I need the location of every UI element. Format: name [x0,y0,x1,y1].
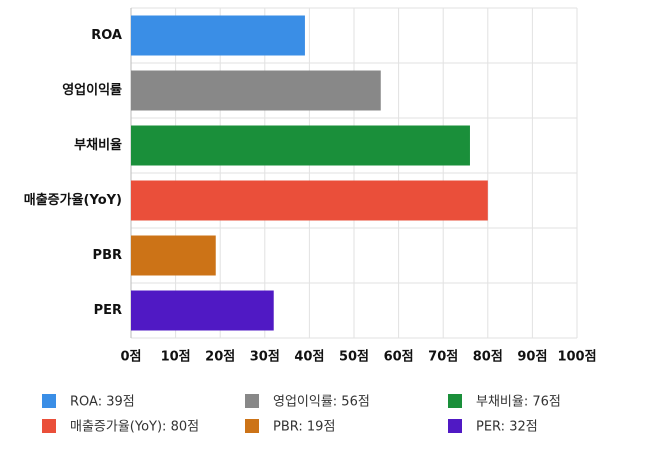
bar [131,235,216,276]
bar [131,180,488,221]
y-tick-label: 부채비율 [74,137,122,153]
legend-swatch [245,419,259,433]
legend-swatch [42,419,56,433]
legend-label: 부채비율: 76점 [476,395,561,410]
bar [131,290,274,331]
legend-label: 영업이익률: 56점 [273,395,370,410]
x-tick-label: 60점 [384,350,414,365]
bar [131,125,470,166]
x-tick-label: 0점 [120,350,141,365]
x-tick-label: 80점 [473,350,503,365]
legend-label: 매출증가율(YoY): 80점 [70,420,199,435]
legend-label: PBR: 19점 [273,420,335,435]
legend-swatch [448,394,462,408]
legend-swatch [42,394,56,408]
x-tick-label: 20점 [205,350,235,365]
x-tick-label: 30점 [250,350,280,365]
x-tick-label: 50점 [339,350,369,365]
y-tick-label: 영업이익률 [62,82,122,98]
x-tick-label: 90점 [517,350,547,365]
x-tick-label: 70점 [428,350,458,365]
y-tick-label: ROA [91,28,122,43]
y-tick-label: PBR [93,248,122,263]
x-tick-label: 40점 [294,350,324,365]
legend-label: ROA: 39점 [70,395,135,410]
bar [131,15,305,56]
legend-swatch [245,394,259,408]
legend-swatch [448,419,462,433]
bar [131,70,381,111]
y-tick-label: 매출증가율(YoY) [24,192,122,208]
legend-label: PER: 32점 [476,420,538,435]
x-tick-label: 10점 [161,350,191,365]
y-tick-label: PER [94,303,122,318]
x-tick-label: 100점 [557,350,596,365]
